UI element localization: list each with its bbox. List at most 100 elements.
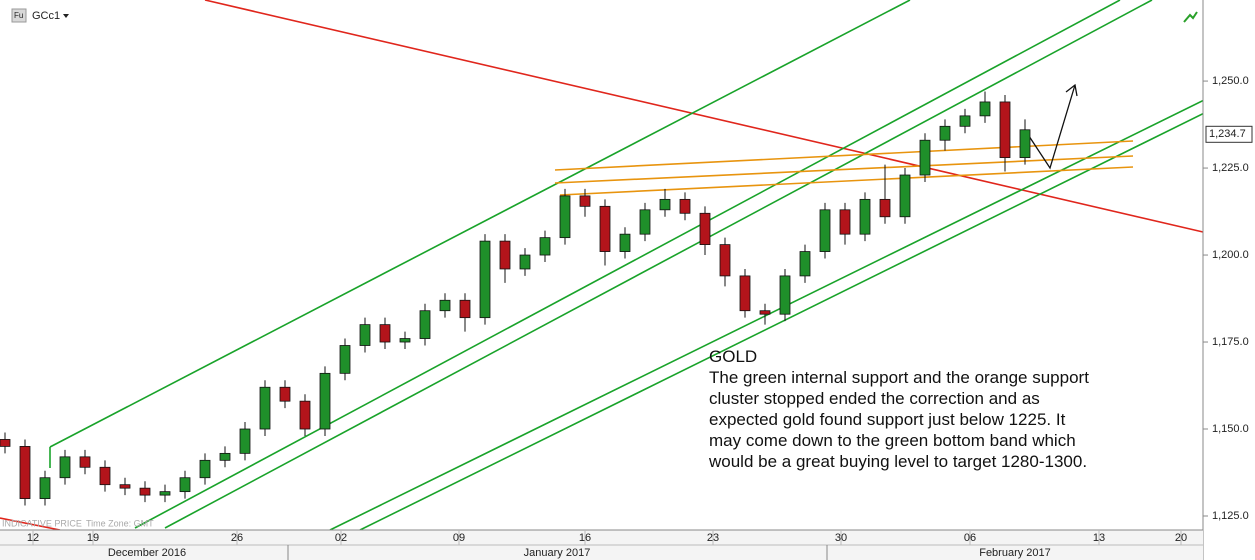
candle-body: [199, 459, 211, 479]
x-tick-label: 26: [231, 532, 243, 544]
candle-body: [119, 484, 131, 489]
symbol-icon-label: Fu: [14, 11, 23, 20]
month-label: January 2017: [524, 547, 591, 559]
annotation-line: cluster stopped ended the correction and…: [709, 389, 1040, 408]
candle-body: [379, 324, 391, 343]
chart-icon[interactable]: [1183, 11, 1198, 23]
candle-body: [219, 452, 231, 461]
candle-body: [519, 254, 531, 270]
candle-body: [719, 244, 731, 277]
candle-body: [339, 345, 351, 374]
green-channel: [134, 0, 1121, 529]
timezone: Time Zone: GMT: [86, 518, 154, 528]
red-trendline: [204, 0, 1204, 233]
candle-body: [159, 491, 171, 496]
candle-body: [659, 198, 671, 211]
candle-body: [259, 386, 271, 430]
candle-body: [599, 205, 611, 252]
candle-body: [79, 456, 91, 468]
candle-body: [799, 251, 811, 277]
trend-lines: [0, 0, 1255, 531]
candle-body: [939, 125, 951, 141]
candle-body: [419, 310, 431, 339]
dropdown-caret[interactable]: [63, 14, 69, 18]
orange-support: [559, 166, 1134, 196]
candle-body: [359, 324, 371, 346]
candle-body: [919, 139, 931, 176]
candle-body: [499, 240, 511, 270]
x-tick-label: 19: [87, 532, 99, 544]
candle-body: [759, 310, 771, 315]
annotation-line: would be a great buying level to target …: [708, 452, 1087, 471]
month-label: February 2017: [979, 547, 1051, 559]
x-tick-label: 09: [453, 532, 465, 544]
green-channel: [49, 0, 911, 448]
annotation-line: The green internal support and the orang…: [709, 368, 1089, 387]
x-tick-label: 30: [835, 532, 847, 544]
y-tick-label: 1,250.0: [1212, 75, 1249, 87]
candle-body: [619, 233, 631, 252]
candle-body: [59, 456, 71, 479]
last-price-box: [1205, 125, 1253, 143]
candle-body: [179, 477, 191, 493]
candle-body: [1019, 129, 1031, 159]
y-tick-label: 1,175.0: [1212, 336, 1249, 348]
candle-body: [859, 198, 871, 235]
green-channel: [164, 0, 1153, 529]
orange-support: [554, 155, 1134, 184]
symbol[interactable]: GCc1: [32, 10, 60, 22]
candle-body: [279, 386, 291, 402]
candle-body: [879, 198, 891, 218]
red-trendline: [0, 517, 61, 531]
x-tick-label: 06: [964, 532, 976, 544]
annotation-line: expected gold found support just below 1…: [709, 410, 1066, 429]
x-tick-label: 12: [27, 532, 39, 544]
candle-body: [899, 174, 911, 218]
y-tick-label: 1,200.0: [1212, 249, 1249, 261]
candle-body: [459, 299, 471, 319]
candle-body: [679, 198, 691, 214]
candle-body: [439, 299, 451, 312]
arrow-head: [1065, 83, 1078, 97]
candle-body: [779, 275, 791, 315]
candle-body: [579, 195, 591, 207]
candle-body: [819, 209, 831, 252]
y-tick-label: 1,125.0: [1212, 510, 1249, 522]
x-tick-label: 20: [1175, 532, 1187, 544]
candle-body: [839, 209, 851, 235]
candle-body: [239, 428, 251, 454]
candles: [0, 91, 1031, 506]
y-tick-label: 1,150.0: [1212, 423, 1249, 435]
candle-body: [299, 400, 311, 430]
candle-body: [639, 209, 651, 235]
x-tick-label: 02: [335, 532, 347, 544]
month-label: December 2016: [108, 547, 186, 559]
footer: INDICATIVE PRICE: [2, 518, 82, 528]
x-tick-label: 13: [1093, 532, 1105, 544]
candle-body: [739, 275, 751, 312]
symbol-icon[interactable]: [11, 8, 27, 23]
last-price-label: 1,234.7: [1209, 128, 1246, 140]
orange-support: [554, 140, 1134, 171]
x-tick-label: 23: [707, 532, 719, 544]
annotation: GOLD The green internal support and the o…: [708, 347, 1089, 471]
green-channel: [329, 74, 1255, 531]
green-channel: [359, 87, 1255, 531]
candle-body: [999, 101, 1011, 159]
candle-body: [19, 446, 31, 499]
y-axis-panel: [1203, 0, 1255, 560]
candle-body: [399, 338, 411, 343]
candle-body: [959, 115, 971, 127]
candle-body: [539, 237, 551, 256]
candle-body: [139, 487, 151, 496]
candle-body: [699, 212, 711, 246]
candle-body: [99, 466, 111, 486]
annotation-line: may come down to the green bottom band w…: [709, 431, 1076, 450]
candle-body: [479, 240, 491, 319]
candle-body: [0, 439, 11, 447]
candle-body: [559, 195, 571, 239]
x-tick-label: 16: [579, 532, 591, 544]
candle-body: [39, 477, 51, 499]
